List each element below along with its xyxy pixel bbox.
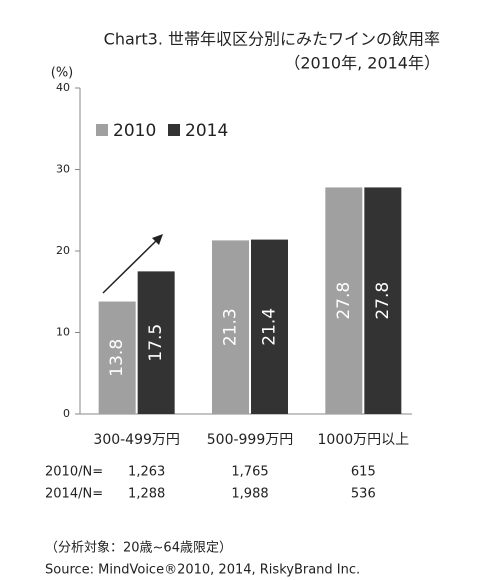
bar	[251, 239, 288, 414]
bar	[364, 187, 402, 414]
y-tick-label: 30	[56, 163, 70, 176]
table-cell: 1,988	[231, 487, 268, 502]
y-tick-label: 20	[56, 244, 70, 257]
trend-arrow	[102, 238, 159, 294]
bar	[212, 240, 249, 414]
value-label: 13.8	[107, 339, 127, 377]
legend-swatch	[96, 124, 108, 136]
x-tick-label: 1000万円以上	[318, 432, 410, 448]
legend-swatch	[168, 124, 180, 136]
note: （分析対象：20歳~64歳限定）	[45, 541, 232, 556]
source: Source: MindVoice®2010, 2014, RiskyBrand…	[45, 563, 360, 578]
table-cell: 615	[351, 465, 376, 480]
value-label: 27.8	[373, 282, 393, 320]
value-label: 21.4	[260, 308, 280, 346]
trend-arrowhead	[152, 234, 163, 245]
legend-label: 2010	[113, 121, 156, 141]
table-cell: 536	[351, 487, 376, 502]
table-cell: 1,288	[128, 487, 165, 502]
chart-title: Chart3. 世帯年収区分別にみたワインの飲用率	[104, 30, 440, 49]
table-cell: 1,263	[128, 465, 165, 480]
y-tick-label: 0	[63, 407, 70, 420]
bar	[137, 271, 175, 414]
bar	[98, 301, 136, 414]
table-cell: 1,765	[231, 465, 268, 480]
legend-label: 2014	[185, 121, 228, 141]
value-label: 17.5	[146, 324, 166, 362]
y-tick-label: 40	[56, 81, 70, 94]
table-row-label: 2014/N=	[45, 487, 103, 502]
value-label: 27.8	[334, 282, 354, 320]
value-label: 21.3	[221, 308, 241, 346]
bar	[325, 187, 363, 414]
y-tick-label: 10	[56, 326, 70, 339]
y-axis-label: (%)	[51, 66, 74, 81]
x-tick-label: 300-499万円	[93, 432, 180, 448]
table-row-label: 2010/N=	[45, 465, 103, 480]
chart-subtitle: （2010年, 2014年）	[284, 54, 440, 73]
x-tick-label: 500-999万円	[207, 432, 294, 448]
